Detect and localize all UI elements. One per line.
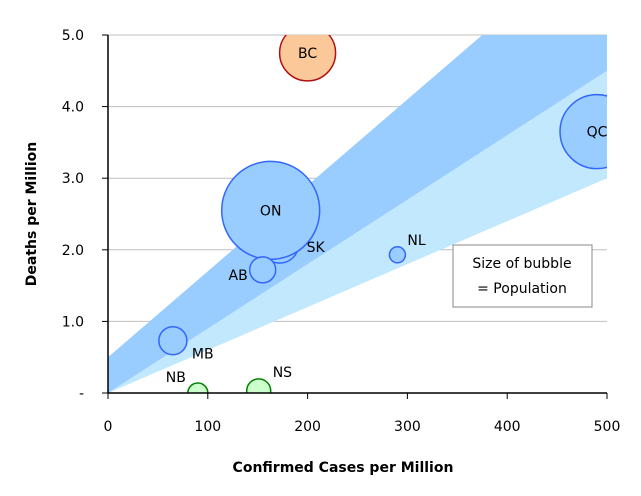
legend-note: Size of bubble = Population — [452, 244, 593, 308]
y-tick-label: 5.0 — [62, 28, 84, 44]
y-tick-label: 3.0 — [62, 171, 84, 187]
dark-band — [108, 35, 607, 393]
y-tick-label: - — [79, 386, 84, 402]
bubble-nb — [187, 382, 209, 393]
axes: 0 100 200 300 400 500 - 1.0 2.0 3.0 4.0 5.0 — [62, 28, 621, 435]
y-tick-label: 2.0 — [62, 243, 84, 259]
bubble-nl — [388, 246, 407, 264]
x-tick-label: 300 — [394, 419, 421, 435]
bubble-labels: BC QC SK ON AB NL MB NB NS — [166, 46, 608, 386]
y-tick-label: 4.0 — [62, 100, 84, 116]
confidence-bands — [108, 35, 607, 393]
note-line-2: = Population — [477, 281, 567, 297]
note-line-1: Size of bubble — [472, 256, 571, 272]
bubble-label-sk: SK — [307, 240, 326, 256]
bubble-qc — [559, 93, 607, 170]
y-tick-label: 1.0 — [62, 314, 84, 330]
x-tick-label: 100 — [194, 419, 221, 435]
bubble-ns — [245, 378, 272, 393]
bubble-label-mb: MB — [192, 347, 214, 363]
bubble-label-ab: AB — [229, 268, 248, 284]
bubble-label-nl: NL — [407, 233, 425, 249]
bubble-ab — [248, 256, 277, 284]
x-axis-title: Confirmed Cases per Million — [233, 460, 454, 476]
bubble-label-on: ON — [260, 203, 282, 219]
bubble-label-qc: QC — [587, 125, 608, 141]
bubble-mb — [158, 325, 188, 356]
bubble-label-nb: NB — [166, 370, 186, 386]
x-tick-label: 500 — [594, 419, 621, 435]
bubble-label-bc: BC — [298, 46, 317, 62]
bubbles — [158, 35, 607, 393]
y-axis-title: Deaths per Million — [24, 142, 40, 286]
bubble-label-ns: NS — [273, 365, 292, 381]
x-tick-label: 0 — [104, 419, 113, 435]
x-tick-label: 200 — [294, 419, 321, 435]
light-band — [108, 70, 607, 393]
x-tick-label: 400 — [494, 419, 521, 435]
bubble-bc — [278, 35, 337, 82]
